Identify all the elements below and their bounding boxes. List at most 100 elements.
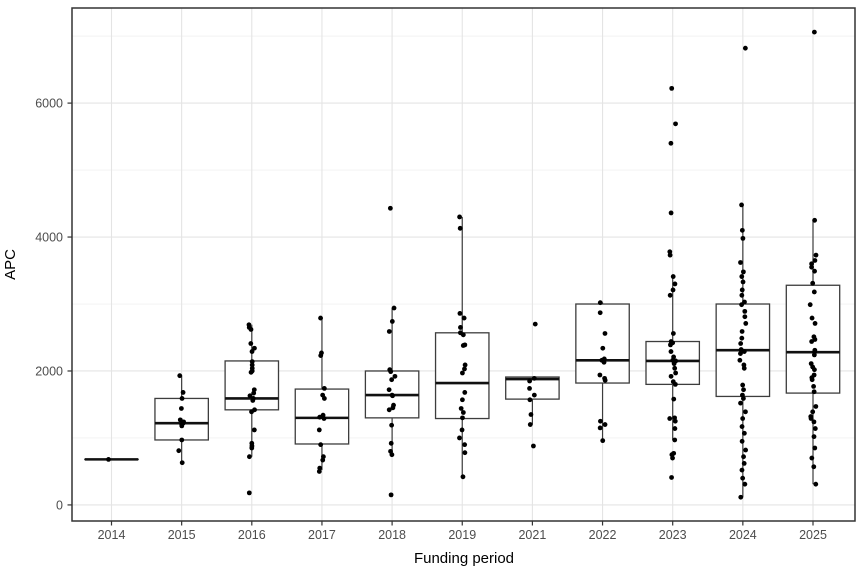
data-point — [462, 390, 468, 395]
x-tick-label: 2016 — [238, 528, 266, 542]
data-point — [531, 375, 537, 381]
y-tick-label: 2000 — [35, 364, 63, 378]
data-point — [670, 455, 675, 461]
data-point — [742, 481, 748, 487]
data-point — [388, 492, 394, 498]
data-point — [602, 331, 608, 336]
data-point — [249, 445, 255, 451]
data-point — [740, 382, 746, 388]
x-axis-title: Funding period — [413, 550, 515, 567]
data-point — [528, 412, 534, 417]
data-point — [671, 361, 677, 367]
data-point — [462, 366, 467, 372]
data-point — [179, 396, 185, 401]
data-point — [672, 365, 678, 371]
data-point — [743, 321, 749, 326]
data-point — [600, 345, 606, 351]
data-point — [389, 377, 395, 383]
x-tick-label: 2014 — [98, 528, 126, 542]
data-point — [670, 274, 676, 279]
data-point — [460, 397, 465, 403]
data-point — [318, 315, 323, 321]
data-point — [527, 385, 532, 391]
data-point — [318, 353, 324, 358]
y-axis-title: APC — [2, 249, 19, 280]
box — [575, 303, 630, 384]
data-point — [597, 425, 603, 431]
data-point — [597, 310, 603, 316]
data-point — [179, 437, 185, 443]
data-point — [671, 396, 677, 402]
y-tick-label: 6000 — [35, 97, 63, 111]
data-point — [811, 352, 817, 358]
x-tick-label: 2023 — [659, 528, 687, 542]
x-tick-label: 2022 — [589, 528, 617, 542]
data-point — [457, 310, 463, 316]
data-point — [743, 409, 748, 415]
data-point — [812, 258, 818, 263]
data-point — [673, 121, 678, 127]
x-tick-label: 2021 — [518, 528, 546, 542]
data-point — [742, 314, 748, 320]
data-point — [811, 419, 817, 425]
data-point — [527, 397, 533, 403]
data-point — [176, 448, 182, 454]
data-point — [739, 467, 745, 473]
data-point — [667, 292, 673, 298]
data-point — [738, 260, 743, 265]
data-point — [248, 341, 254, 346]
data-point — [807, 302, 813, 308]
data-point — [459, 427, 465, 433]
data-point — [739, 227, 745, 233]
data-point — [602, 377, 608, 383]
data-point — [388, 440, 394, 446]
data-point — [810, 280, 816, 286]
data-point — [741, 430, 747, 436]
data-point — [386, 329, 392, 334]
data-point — [460, 332, 466, 338]
data-point — [673, 370, 679, 376]
data-point — [458, 406, 464, 411]
data-point — [741, 454, 746, 460]
data-point — [249, 359, 255, 365]
data-point — [742, 45, 748, 51]
data-point — [527, 422, 533, 427]
data-point — [389, 422, 395, 428]
data-point — [812, 445, 818, 451]
data-point — [740, 416, 746, 421]
data-point — [672, 418, 678, 424]
data-point — [741, 387, 746, 393]
data-point — [813, 252, 819, 258]
data-point — [739, 335, 745, 341]
data-point — [389, 319, 395, 324]
data-point — [250, 398, 256, 403]
data-point — [808, 416, 814, 421]
data-point — [248, 369, 254, 375]
data-point — [743, 447, 749, 453]
data-point — [741, 349, 747, 354]
data-point — [812, 217, 818, 223]
data-point — [739, 424, 745, 429]
data-point — [246, 490, 252, 496]
data-point — [668, 210, 674, 216]
data-point — [461, 315, 467, 321]
data-point — [386, 387, 392, 393]
data-point — [737, 357, 743, 363]
data-point — [667, 252, 673, 258]
data-point — [670, 331, 676, 336]
data-point — [458, 325, 463, 330]
data-point — [177, 373, 183, 379]
data-point — [741, 461, 747, 466]
data-point — [667, 416, 673, 421]
data-point — [812, 268, 817, 274]
data-point — [387, 205, 393, 211]
data-point — [811, 464, 817, 470]
x-tick-label: 2024 — [729, 528, 757, 542]
data-point — [180, 390, 186, 395]
x-tick-label: 2018 — [378, 528, 406, 542]
data-point — [321, 385, 327, 391]
data-point — [738, 494, 744, 500]
data-point — [249, 409, 254, 415]
data-point — [389, 452, 395, 458]
